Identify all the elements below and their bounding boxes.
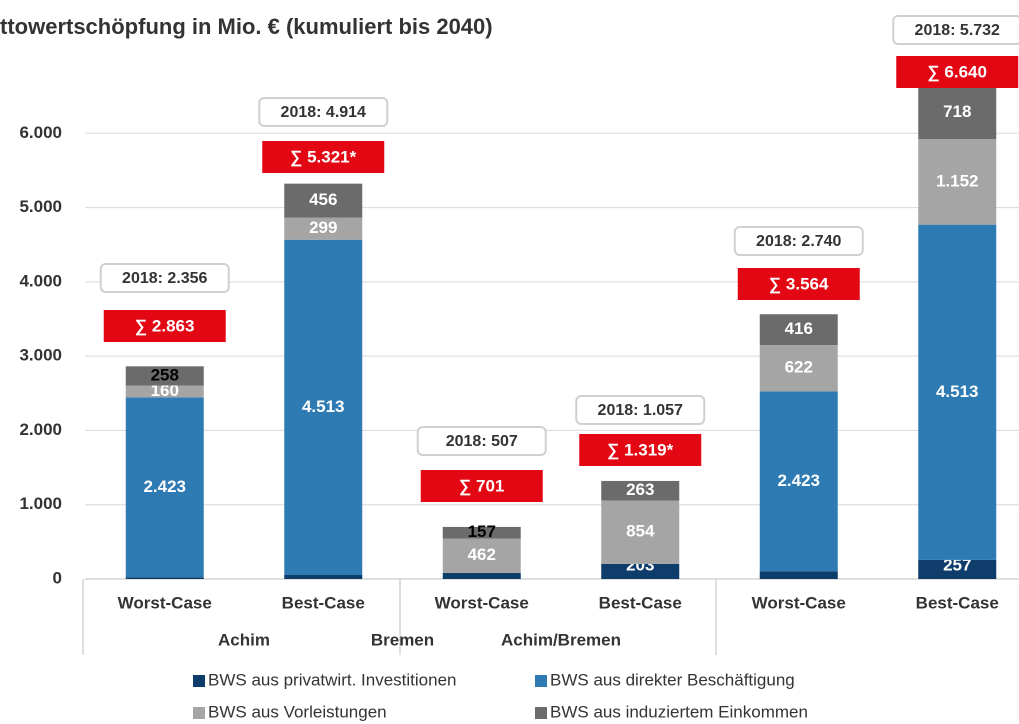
- box-2018: [733, 226, 864, 256]
- box-2018: [258, 97, 389, 127]
- bar-segment: [442, 572, 521, 579]
- total-box: [579, 434, 702, 466]
- total-box: [896, 56, 1019, 88]
- data-label: 160: [151, 381, 179, 400]
- y-tick-label: 6.000: [19, 123, 62, 142]
- y-tick-label: 3.000: [19, 346, 62, 365]
- data-label: 258: [151, 365, 179, 384]
- bar-segment: [759, 391, 838, 572]
- data-label: 157: [468, 522, 496, 541]
- legend-label: BWS aus induziertem Einkommen: [550, 702, 808, 721]
- y-tick-label: 2.000: [19, 420, 62, 439]
- box-2018: [892, 15, 1019, 45]
- bar-segment: [284, 183, 363, 218]
- legend-swatch: [535, 707, 547, 719]
- bar-segment: [284, 217, 363, 240]
- bar-segment: [759, 345, 838, 392]
- data-label: 622: [785, 358, 813, 377]
- data-label: 2.423: [143, 477, 186, 496]
- y-tick-label: 0: [53, 568, 62, 587]
- data-label: 299: [309, 218, 337, 237]
- x-tick-label: Best-Case: [599, 593, 682, 612]
- group-label: Achim: [218, 630, 270, 649]
- y-tick-label: 4.000: [19, 271, 62, 290]
- bar-segment: [759, 571, 838, 579]
- bar-segment: [284, 239, 363, 575]
- data-label: 462: [468, 545, 496, 564]
- bar-segment: [918, 559, 997, 579]
- label-2018: 2018: 2.356: [122, 270, 208, 287]
- legend-swatch: [193, 707, 205, 719]
- bar-segment: [601, 563, 680, 579]
- bar-segment: [601, 480, 680, 501]
- bar-segment: [601, 500, 680, 564]
- label-2018: 2018: 507: [446, 433, 518, 450]
- total-label: ∑ 6.640: [928, 62, 987, 81]
- x-tick-label: Worst-Case: [752, 593, 846, 612]
- total-box: [420, 470, 543, 502]
- bar-segment: [125, 385, 204, 398]
- data-label: 456: [309, 190, 337, 209]
- y-tick-label: 5.000: [19, 197, 62, 216]
- legend-label: BWS aus direkter Beschäftigung: [550, 670, 795, 689]
- total-box: [103, 310, 226, 342]
- group-label: Bremen: [371, 630, 434, 649]
- bar-segment: [918, 85, 997, 140]
- chart-title: ttowertschöpfung in Mio. € (kumuliert bi…: [0, 14, 493, 39]
- bar-segment: [759, 314, 838, 346]
- bar-segment: [918, 139, 997, 225]
- bar-segment: [284, 574, 363, 579]
- total-label: ∑ 1.319*: [607, 440, 673, 459]
- bar-segment: [918, 224, 997, 560]
- total-label: ∑ 2.863: [135, 316, 194, 335]
- bar-segment: [442, 538, 521, 573]
- data-label: 718: [943, 102, 971, 121]
- bar-segment: [125, 577, 204, 579]
- x-tick-label: Best-Case: [282, 593, 365, 612]
- total-box: [737, 268, 860, 300]
- legend-label: BWS aus privatwirt. Investitionen: [208, 670, 456, 689]
- x-tick-label: Worst-Case: [118, 593, 212, 612]
- bar-segment: [125, 397, 204, 578]
- label-2018: 2018: 4.914: [281, 104, 367, 121]
- box-2018: [575, 395, 706, 425]
- data-label: 2.423: [777, 471, 820, 490]
- bar-segment: [125, 366, 204, 386]
- data-label: 4.513: [936, 382, 979, 401]
- label-2018: 2018: 2.740: [756, 233, 842, 250]
- y-tick-label: 1.000: [19, 494, 62, 513]
- data-label: 263: [626, 480, 654, 499]
- box-2018: [416, 426, 547, 456]
- box-2018: [99, 263, 230, 293]
- label-2018: 2018: 1.057: [598, 402, 684, 419]
- total-box: [262, 141, 385, 173]
- data-label: 854: [626, 522, 655, 541]
- data-label: 257: [943, 555, 971, 574]
- total-label: ∑ 5.321*: [290, 147, 356, 166]
- total-label: ∑ 701: [459, 476, 504, 495]
- data-label: 416: [785, 319, 813, 338]
- legend-swatch: [535, 675, 547, 687]
- total-label: ∑ 3.564: [769, 274, 829, 293]
- legend-swatch: [193, 675, 205, 687]
- data-label: 4.513: [302, 397, 345, 416]
- label-2018: 2018: 5.732: [915, 22, 1001, 39]
- data-label: 1.152: [936, 171, 979, 190]
- x-tick-label: Worst-Case: [435, 593, 529, 612]
- bar-segment: [442, 526, 521, 539]
- group-label: Achim/Bremen: [501, 630, 621, 649]
- legend-label: BWS aus Vorleistungen: [208, 702, 387, 721]
- x-tick-label: Best-Case: [916, 593, 999, 612]
